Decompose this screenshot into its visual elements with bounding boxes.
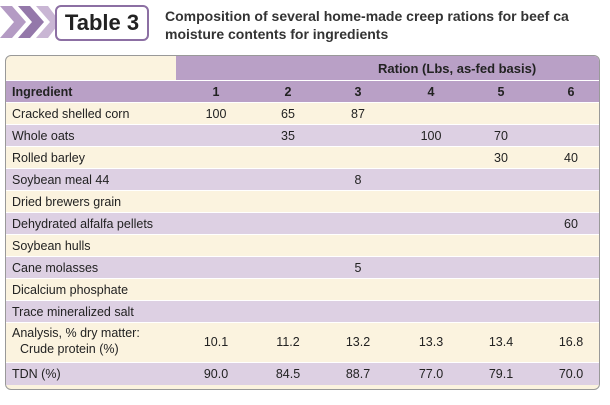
cell-value: 60 (564, 217, 578, 231)
cell-value: 65 (281, 107, 295, 121)
table-row: Soybean meal 44 8 (6, 168, 599, 191)
cell-value: 11.2 (276, 335, 300, 349)
table-row: Trace mineralized salt (6, 300, 599, 323)
cell-value: 16.8 (558, 335, 584, 349)
cell-value: 35 (281, 129, 295, 143)
row-label: TDN (%) (12, 367, 61, 381)
cell-value: 79.1 (488, 367, 514, 381)
row-label: Dicalcium phosphate (12, 283, 129, 297)
table-row: Analysis, % dry matter: Crude protein (%)… (6, 322, 599, 363)
column-header: 3 (354, 85, 362, 99)
cell-value: 87 (351, 107, 365, 121)
column-header: 5 (497, 85, 505, 99)
column-header: 2 (284, 85, 292, 99)
cell-value: 84.5 (275, 367, 301, 381)
table-row: Dried brewers grain (6, 190, 599, 213)
row-label: Whole oats (12, 129, 75, 143)
table-title: Composition of several home-made creep r… (165, 8, 569, 24)
cell-value: 8 (354, 173, 362, 187)
row-label: Analysis, % dry matter: (12, 326, 140, 340)
chevrons (0, 6, 60, 38)
row-label: Cracked shelled corn (12, 107, 130, 121)
cell-value: 13.2 (345, 335, 371, 349)
column-header: 6 (567, 85, 575, 99)
cell-value: 13.4 (488, 335, 514, 349)
row-label: Rolled barley (12, 151, 85, 165)
table-row: Dicalcium phosphate (6, 278, 599, 301)
table-row: Rolled barley 30 40 (6, 146, 599, 169)
column-header: 4 (427, 85, 435, 99)
column-header-row: Ingredient 1 2 3 4 5 6 (6, 80, 599, 103)
row-label: Trace mineralized salt (12, 305, 134, 319)
row-label: Soybean meal 44 (12, 173, 110, 187)
row-label: Dehydrated alfalfa pellets (12, 217, 154, 231)
table-row: TDN (%) 90.0 84.5 88.7 77.0 79.1 70.0 (6, 362, 599, 385)
cell-value: 10.1 (203, 335, 229, 349)
cell-value: 13.3 (418, 335, 444, 349)
table-title: moisture contents for ingredients (165, 26, 389, 42)
table-row: Cane molasses 5 (6, 256, 599, 279)
cell-value: 40 (564, 151, 578, 165)
cell-value: 70 (494, 129, 508, 143)
row-label: Dried brewers grain (12, 195, 122, 209)
cell-value: 100 (205, 107, 227, 121)
cell-value: 77.0 (418, 367, 444, 381)
table-row: Whole oats 35 100 70 (6, 124, 599, 147)
table-label: Table 3 (55, 5, 149, 41)
row-label: Soybean hulls (12, 239, 91, 253)
row-label: Cane molasses (12, 261, 99, 275)
cell-value: 70.0 (558, 367, 584, 381)
group-header-row: Ration (Lbs, as-fed basis) (6, 56, 599, 80)
table-row: Soybean hulls (6, 234, 599, 257)
cell-value: 30 (494, 151, 508, 165)
cell-value: 100 (420, 129, 442, 143)
cell-value: 5 (354, 261, 362, 275)
column-header: 1 (212, 85, 220, 99)
cell-value: 90.0 (203, 367, 229, 381)
table-row: Cracked shelled corn 100 65 87 (6, 102, 599, 125)
group-header: Ration (Lbs, as-fed basis) (378, 61, 537, 76)
table-row: Dehydrated alfalfa pellets 60 (6, 212, 599, 235)
cell-value: 88.7 (345, 367, 371, 381)
column-header: Ingredient (12, 85, 73, 99)
row-label: Crude protein (%) (20, 342, 119, 356)
table: Ration (Lbs, as-fed basis) Ingredient 1 2 3 4… (5, 55, 600, 390)
group-header-band (176, 56, 599, 80)
